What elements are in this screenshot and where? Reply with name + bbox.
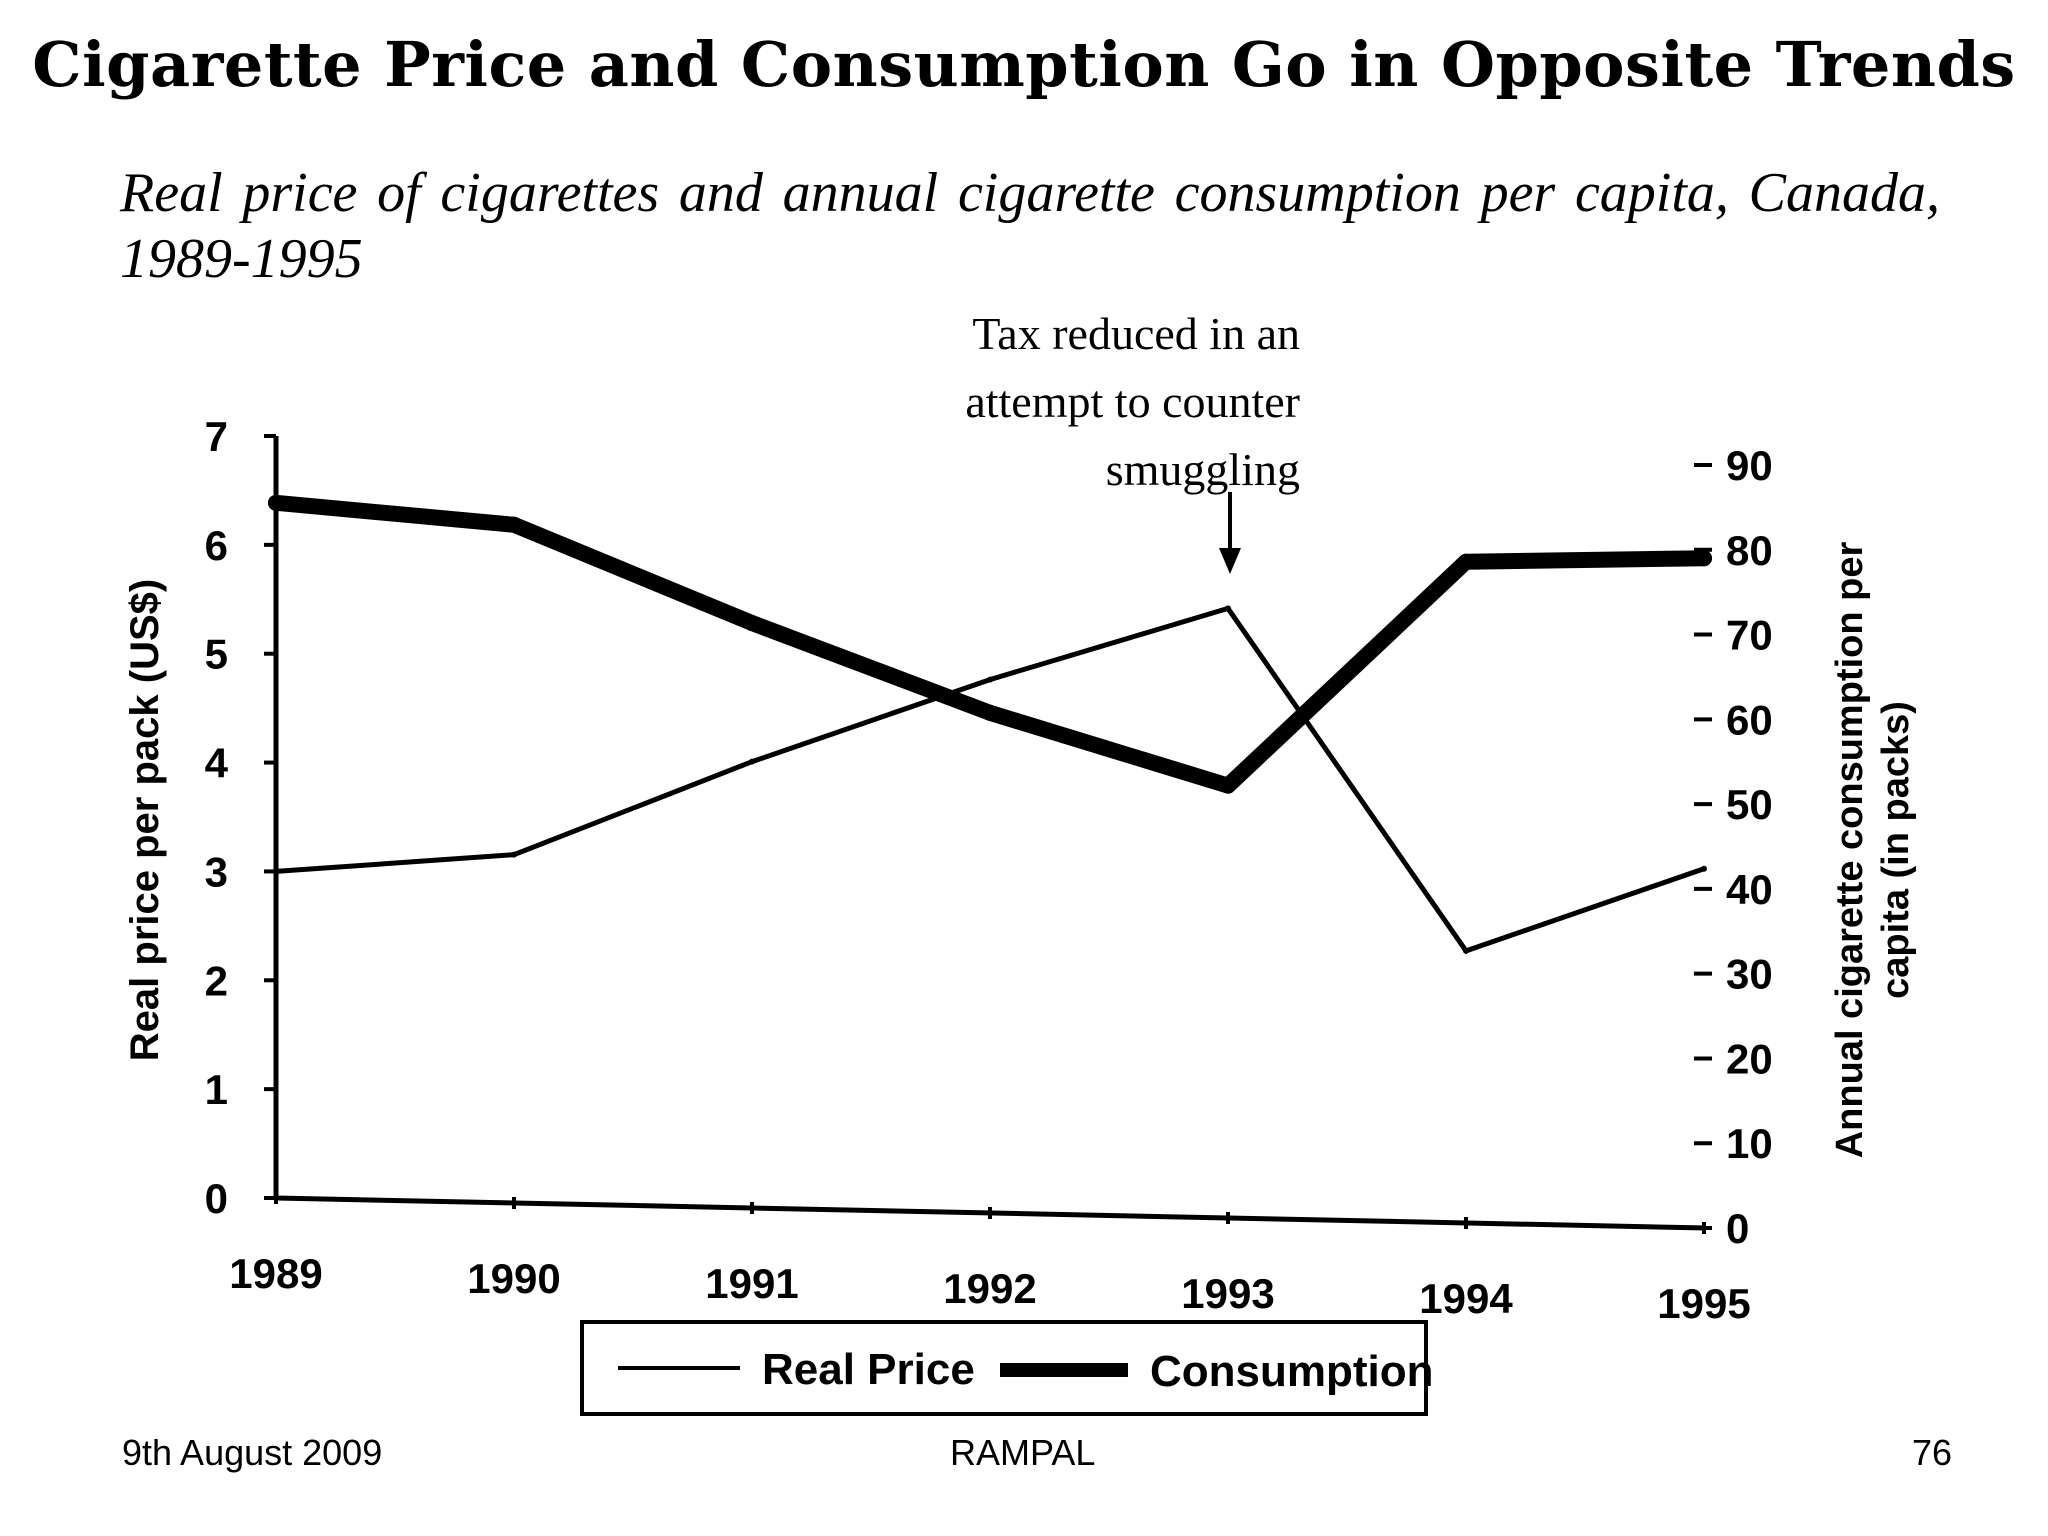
right-tick-label: 0 (1726, 1205, 1749, 1252)
right-tick-label: 10 (1726, 1120, 1773, 1167)
footer-date: 9th August 2009 (122, 1432, 383, 1473)
x-tick-label: 1992 (943, 1265, 1036, 1312)
legend-real-price-label: Real Price (762, 1345, 975, 1394)
left-tick-label: 4 (205, 740, 229, 787)
data-points (268, 494, 1712, 954)
right-tick-label: 40 (1726, 866, 1773, 913)
right-axis-ticks: 0 10 20 30 40 50 60 70 80 90 (1694, 442, 1773, 1252)
chart-subtitle: Real price of cigarettes and annual ciga… (120, 162, 1940, 290)
real-price-series-line (275, 605, 1705, 954)
annotation-line-1: Tax reduced in an (972, 308, 1300, 359)
left-tick-label: 6 (205, 522, 228, 569)
right-axis-label-line-1: Annual cigarette consumption per (1829, 542, 1871, 1159)
real-price-point (1701, 865, 1707, 872)
tax-annotation: Tax reduced in an attempt to counter smu… (860, 300, 1300, 504)
real-price-point (273, 868, 279, 875)
legend: Real Price Consumption (580, 1320, 1434, 1416)
x-tick-label: 1993 (1181, 1270, 1274, 1317)
real-price-point (987, 676, 993, 683)
consumption-point (506, 516, 522, 533)
right-axis-label-line-2: capita (in packs) (1875, 701, 1917, 999)
right-tick-label: 30 (1726, 951, 1773, 998)
left-tick-label: 0 (205, 1175, 228, 1222)
consumption-point (1696, 550, 1712, 567)
right-tick-label: 90 (1726, 442, 1773, 489)
consumption-point (1220, 777, 1236, 794)
left-axis-ticks: 0 1 2 3 4 5 6 7 (205, 413, 276, 1222)
annotation-line-2: attempt to counter (965, 376, 1300, 427)
left-tick-label: 5 (205, 631, 228, 678)
real-price-point (1463, 947, 1469, 954)
left-axis-label: Real price per pack (US$) (123, 579, 167, 1061)
real-price-point (1225, 605, 1231, 612)
annotation-arrow-head (1219, 548, 1241, 574)
right-tick-label: 80 (1726, 527, 1773, 574)
consumption-point (744, 615, 760, 632)
legend-consumption-label: Consumption (1150, 1347, 1434, 1396)
right-tick-label: 60 (1726, 696, 1773, 743)
x-tick-label: 1994 (1419, 1275, 1513, 1322)
x-tick-label: 1995 (1657, 1280, 1750, 1327)
x-axis-ticks: 1989 1990 1991 1992 1993 1994 1995 (229, 1192, 1751, 1327)
annotation-line-3: smuggling (1105, 444, 1300, 495)
left-tick-label: 3 (205, 848, 228, 895)
right-tick-label: 20 (1726, 1035, 1773, 1082)
right-tick-label: 50 (1726, 781, 1773, 828)
x-tick-label: 1989 (229, 1250, 322, 1297)
left-tick-label: 7 (205, 413, 228, 460)
x-tick-label: 1990 (467, 1255, 560, 1302)
footer-page-number: 76 (1911, 1432, 1952, 1473)
real-price-point (511, 851, 517, 858)
x-tick-label: 1991 (705, 1260, 798, 1307)
consumption-point (982, 704, 998, 721)
left-tick-label: 2 (205, 957, 228, 1004)
consumption-point (1458, 553, 1474, 570)
real-price-point (749, 758, 755, 765)
consumption-point (268, 494, 284, 511)
right-tick-label: 70 (1726, 612, 1773, 659)
left-tick-label: 1 (205, 1066, 228, 1113)
footer-author: RAMPAL (950, 1432, 1096, 1473)
consumption-series-line (268, 494, 1712, 794)
slide-title: Cigarette Price and Consumption Go in Op… (32, 28, 2016, 101)
